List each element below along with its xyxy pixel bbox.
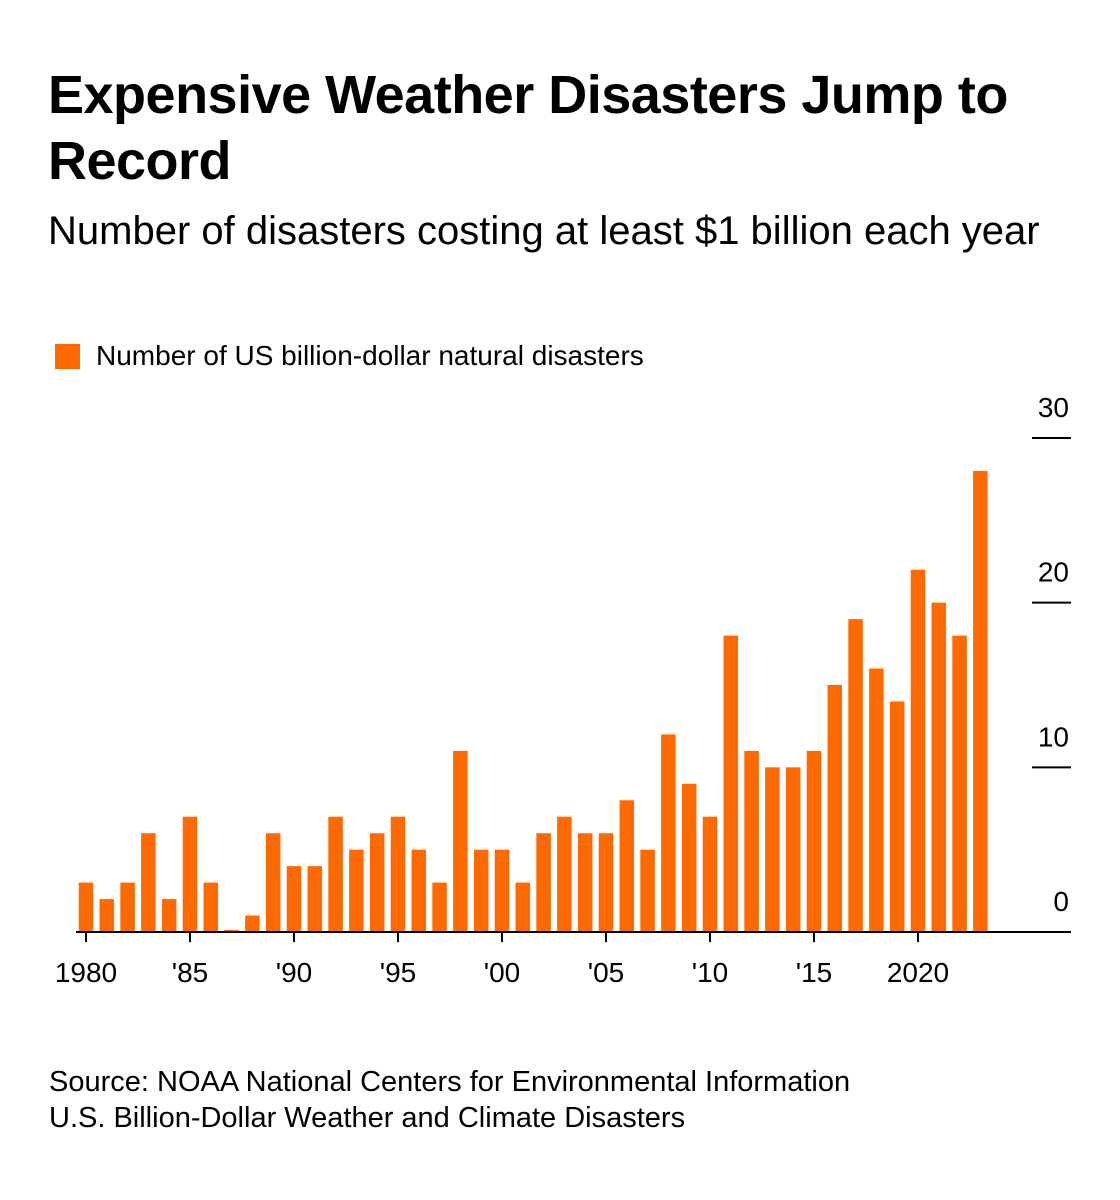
bar-2023 — [973, 470, 988, 932]
bars-group — [78, 470, 988, 932]
bar-1990 — [286, 866, 302, 932]
source-note: Source: NOAA National Centers for Enviro… — [49, 1064, 850, 1136]
bar-2010 — [702, 816, 718, 932]
bar-1982 — [120, 882, 135, 932]
bar-2018 — [869, 668, 884, 932]
chart-subtitle: Number of disasters costing at least $1 … — [48, 209, 1040, 253]
source-line-1: Source: NOAA National Centers for Enviro… — [49, 1066, 851, 1098]
bar-1994 — [369, 833, 385, 932]
bar-2020 — [910, 569, 926, 932]
bar-1997 — [432, 882, 447, 932]
x-tick-label-1985: '85 — [172, 957, 209, 988]
bar-1983 — [141, 833, 156, 932]
bar-2004 — [577, 833, 593, 932]
x-tick-label-2015: '15 — [796, 957, 833, 988]
bar-2009 — [681, 783, 697, 932]
bar-2017 — [848, 619, 863, 932]
bar-2003 — [557, 816, 572, 932]
bar-1998 — [453, 750, 468, 932]
bar-1989 — [265, 833, 281, 932]
bar-2006 — [619, 800, 635, 932]
bar-2008 — [661, 734, 676, 932]
bar-1985 — [182, 816, 198, 932]
bar-2014 — [785, 767, 801, 932]
legend: Number of US billion-dollar natural disa… — [55, 340, 644, 372]
bar-1980 — [78, 882, 94, 932]
bar-2019 — [889, 701, 905, 932]
x-axis: 1980 '85 '90 '95 '00 '05 '10 '15 2020 — [55, 931, 1071, 988]
y-axis: 0 10 20 30 — [1032, 392, 1071, 917]
bar-1988 — [245, 915, 260, 932]
y-tick-label-20: 20 — [1038, 557, 1069, 588]
x-tick-label-2010: '10 — [692, 957, 729, 988]
bar-1986 — [203, 882, 219, 932]
bar-2013 — [765, 767, 780, 932]
bar-2015 — [806, 750, 822, 932]
bar-2002 — [536, 833, 551, 932]
x-tick-label-1995: '95 — [380, 957, 417, 988]
y-tick-label-0: 0 — [1053, 886, 1069, 917]
x-tick-label-1980: 1980 — [55, 957, 117, 988]
x-tick-label-2020: 2020 — [887, 957, 949, 988]
bar-1984 — [161, 899, 177, 932]
chart-title: Expensive Weather Disasters Jump to Reco… — [48, 65, 1008, 191]
x-tick-label-2005: '05 — [588, 957, 625, 988]
bar-1996 — [411, 849, 427, 932]
bar-2011 — [723, 635, 739, 932]
bar-1991 — [307, 866, 323, 932]
bar-2016 — [827, 685, 843, 932]
legend-swatch — [55, 343, 80, 369]
bar-1999 — [473, 849, 489, 932]
bar-2001 — [515, 882, 531, 932]
x-tick-label-1990: '90 — [276, 957, 313, 988]
source-line-2: U.S. Billion-Dollar Weather and Climate … — [49, 1102, 686, 1134]
bar-2022 — [952, 635, 967, 932]
bar-1995 — [390, 816, 406, 932]
bar-2021 — [931, 602, 947, 932]
bar-2005 — [598, 833, 614, 932]
bar-1993 — [349, 849, 364, 932]
bar-1992 — [328, 816, 343, 932]
bar-2007 — [640, 849, 655, 932]
bar-2012 — [744, 750, 759, 932]
x-tick-label-2000: '00 — [484, 957, 521, 988]
legend-label: Number of US billion-dollar natural disa… — [96, 340, 644, 371]
y-tick-label-30: 30 — [1038, 392, 1069, 423]
bar-1981 — [99, 899, 115, 932]
bar-2000 — [494, 849, 510, 932]
bar-chart: 0 10 20 30 1980 '85 '90 '95 '00 '05 '10 '15 2020 — [55, 392, 1071, 988]
y-tick-label-10: 10 — [1038, 721, 1069, 752]
